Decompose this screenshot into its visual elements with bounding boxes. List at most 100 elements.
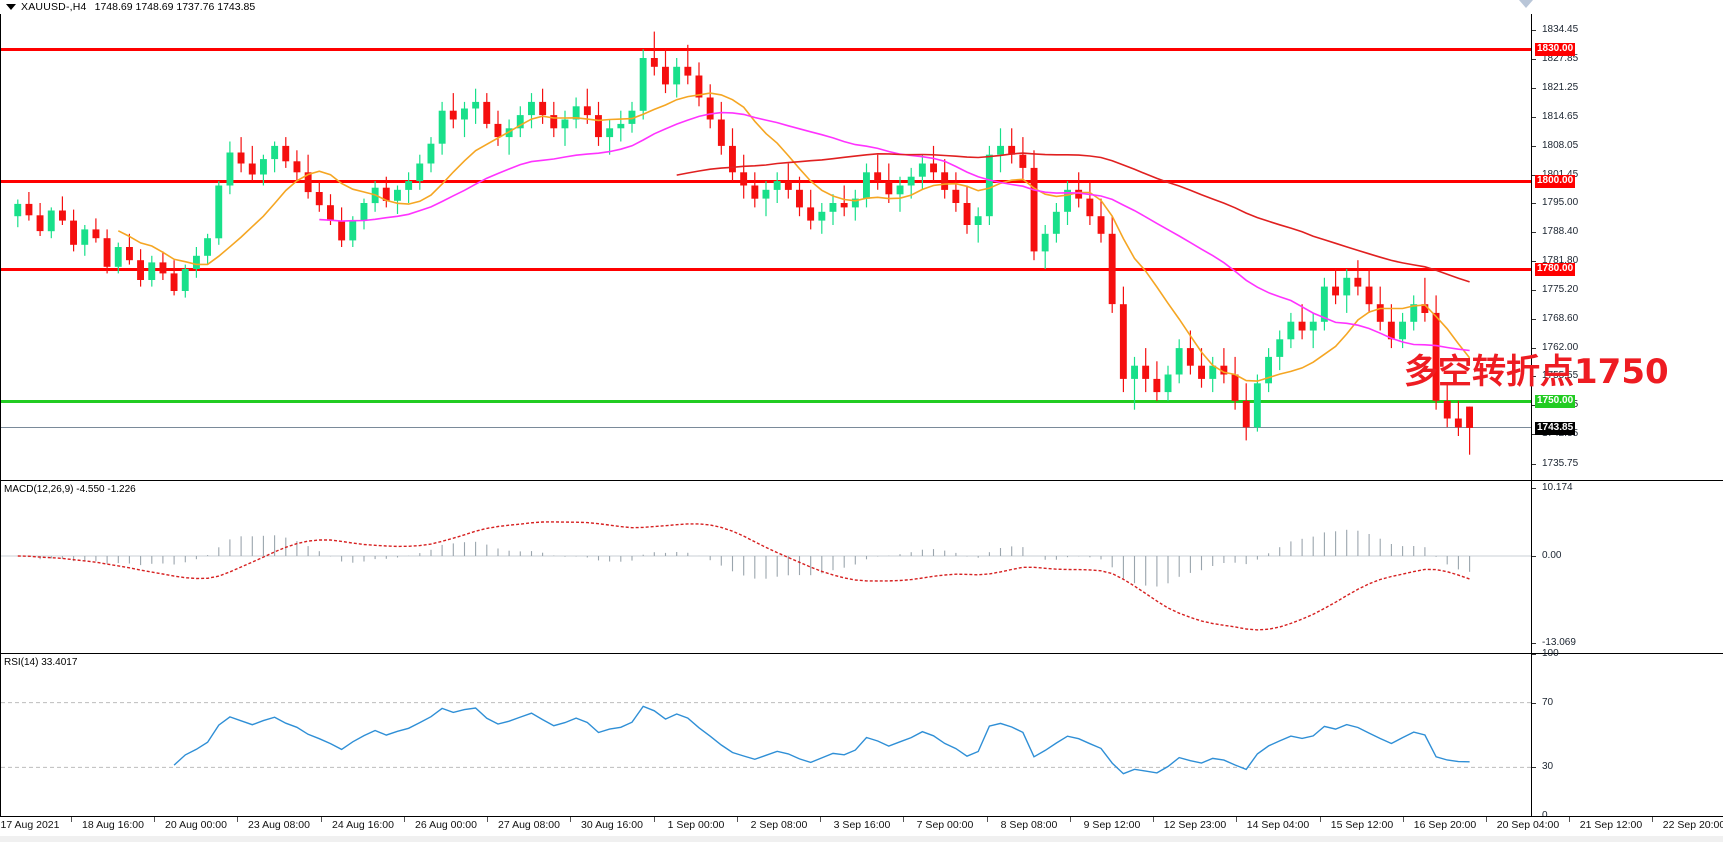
date-tick-mark (820, 817, 821, 822)
price-tick-mark (1532, 145, 1536, 147)
price-tick-mark (1532, 116, 1536, 118)
date-tick-label: 30 Aug 16:00 (581, 819, 643, 831)
price-panel[interactable]: 1834.45 1827.85 1821.25 1814.65 1808.05 1801.… (0, 14, 1723, 480)
macd-left-border (0, 481, 1, 653)
price-level-line[interactable] (1, 426, 1531, 428)
price-tick-label: 1834.45 (1542, 23, 1579, 35)
price-tick-label: 1801.45 (1542, 169, 1578, 180)
price-tick-label: 1821.25 (1542, 81, 1579, 93)
price-scale[interactable]: 1834.45 1827.85 1821.25 1814.65 1808.05 1801.… (1532, 14, 1723, 480)
date-axis[interactable]: 17 Aug 2021 18 Aug 16:00 20 Aug 00:00 23 Au… (0, 816, 1723, 839)
chart-annotation: 多空转折点1750 (1404, 352, 1669, 392)
date-tick-mark (903, 817, 904, 822)
date-tick-label: 21 Sep 12:00 (1579, 819, 1643, 831)
date-tick-label: 23 Aug 08:00 (248, 819, 310, 831)
price-marker-current[interactable]: 1743.85 (1535, 421, 1576, 435)
macd-plot-area[interactable] (1, 481, 1531, 653)
price-marker-resistance[interactable]: 1830.00 (1535, 43, 1576, 57)
date-tick-mark (1236, 817, 1237, 822)
macd-panel[interactable]: 10.174 0.00 -13.069 MACD(12,26,9) -4.550 -… (0, 480, 1723, 653)
price-tick-label: 1762.00 (1542, 342, 1579, 354)
symbol-label: XAUUSD-,H4 (21, 1, 87, 13)
date-tick-mark (987, 817, 988, 822)
price-tick-label: 1775.20 (1542, 284, 1579, 296)
date-tick-mark (1403, 817, 1404, 822)
date-tick-label: 24 Aug 16:00 (332, 819, 394, 831)
rsi-plot-area[interactable] (1, 654, 1531, 816)
price-level-line[interactable] (1, 399, 1531, 403)
price-tick-mark (1532, 434, 1536, 436)
price-tick-mark (1532, 174, 1536, 176)
price-tick-mark (1532, 319, 1536, 321)
date-tick-mark (237, 817, 238, 822)
date-tick-mark (654, 817, 655, 822)
price-tick-mark (1532, 58, 1536, 60)
macd-tick-mark (1532, 555, 1536, 557)
macd-axis-line (1531, 481, 1532, 653)
date-tick-mark (1652, 817, 1653, 822)
date-tick-mark (1320, 817, 1321, 822)
date-tick-label: 18 Aug 16:00 (82, 819, 144, 831)
rsi-tick-label: 30 (1542, 761, 1554, 773)
price-level-line[interactable] (1, 48, 1531, 52)
price-tick-label: 1814.65 (1542, 110, 1579, 122)
price-tick-mark (1532, 376, 1536, 378)
price-tick-mark (1532, 290, 1536, 292)
price-plot-area[interactable] (1, 14, 1531, 480)
bottom-status-bar (0, 836, 1723, 842)
rsi-tick-mark (1532, 702, 1536, 704)
chart-titlebar: XAUUSD-,H4 1748.69 1748.69 1737.76 1743.… (0, 0, 1723, 15)
price-tick-mark (1532, 29, 1536, 31)
date-tick-mark (404, 817, 405, 822)
price-tick-label: 1781.80 (1542, 255, 1579, 267)
rsi-series[interactable] (1, 654, 1531, 816)
rsi-tick-mark (1532, 767, 1536, 769)
price-tick-mark (1532, 232, 1536, 234)
price-tick-label: 1788.40 (1542, 226, 1579, 238)
macd-tick-mark (1532, 487, 1536, 489)
date-tick-mark (1486, 817, 1487, 822)
date-tick-label: 2 Sep 08:00 (750, 819, 808, 831)
date-tick-label: 26 Aug 00:00 (415, 819, 477, 831)
price-marker-resistance[interactable]: 1800.00 (1535, 175, 1576, 189)
date-tick-label: 9 Sep 12:00 (1083, 819, 1141, 831)
macd-series[interactable] (1, 481, 1531, 653)
triangle-down-icon[interactable] (6, 4, 16, 10)
price-tick-label: 1808.05 (1542, 139, 1579, 151)
price-axis-line (1531, 14, 1532, 480)
price-tick-label: 1735.75 (1542, 457, 1579, 469)
date-tick-mark (1569, 817, 1570, 822)
macd-scale: 10.174 0.00 -13.069 (1532, 481, 1723, 653)
date-tick-label: 1 Sep 00:00 (667, 819, 725, 831)
price-tick-label: 1755.55 (1542, 370, 1579, 382)
rsi-tick-label: 0 (1542, 810, 1548, 821)
price-tick-mark (1532, 261, 1536, 263)
macd-tick-label: 0.00 (1542, 549, 1562, 561)
date-tick-label: 8 Sep 08:00 (1000, 819, 1058, 831)
price-level-line[interactable] (1, 267, 1531, 271)
price-tick-mark (1532, 87, 1536, 89)
price-tick-mark (1532, 405, 1536, 407)
date-tick-label: 16 Sep 20:00 (1413, 819, 1477, 831)
rsi-indicator-label: RSI(14) 33.4017 (4, 657, 78, 668)
price-marker-support[interactable]: 1750.00 (1535, 394, 1576, 408)
date-tick-label: 3 Sep 16:00 (833, 819, 891, 831)
price-tick-mark (1532, 348, 1536, 350)
date-tick-label: 7 Sep 00:00 (916, 819, 974, 831)
price-tick-mark (1532, 203, 1536, 205)
date-tick-label: 20 Sep 04:00 (1496, 819, 1560, 831)
rsi-tick-label: 100 (1542, 648, 1559, 659)
price-left-border (0, 14, 1, 480)
rsi-panel[interactable]: 100 70 30 0 RSI(14) 33.4017 (0, 648, 1723, 821)
price-marker-resistance[interactable]: 1780.00 (1535, 262, 1576, 276)
date-tick-label: 15 Sep 12:00 (1330, 819, 1394, 831)
rsi-left-border (0, 654, 1, 816)
date-tick-mark (737, 817, 738, 822)
macd-tick-mark (1532, 643, 1536, 645)
candlestick-series[interactable] (1, 14, 1531, 480)
macd-tick-label: 10.174 (1542, 481, 1573, 493)
date-tick-label: 14 Sep 04:00 (1246, 819, 1310, 831)
rsi-axis-line (1531, 654, 1532, 816)
macd-indicator-label: MACD(12,26,9) -4.550 -1.226 (4, 484, 136, 495)
